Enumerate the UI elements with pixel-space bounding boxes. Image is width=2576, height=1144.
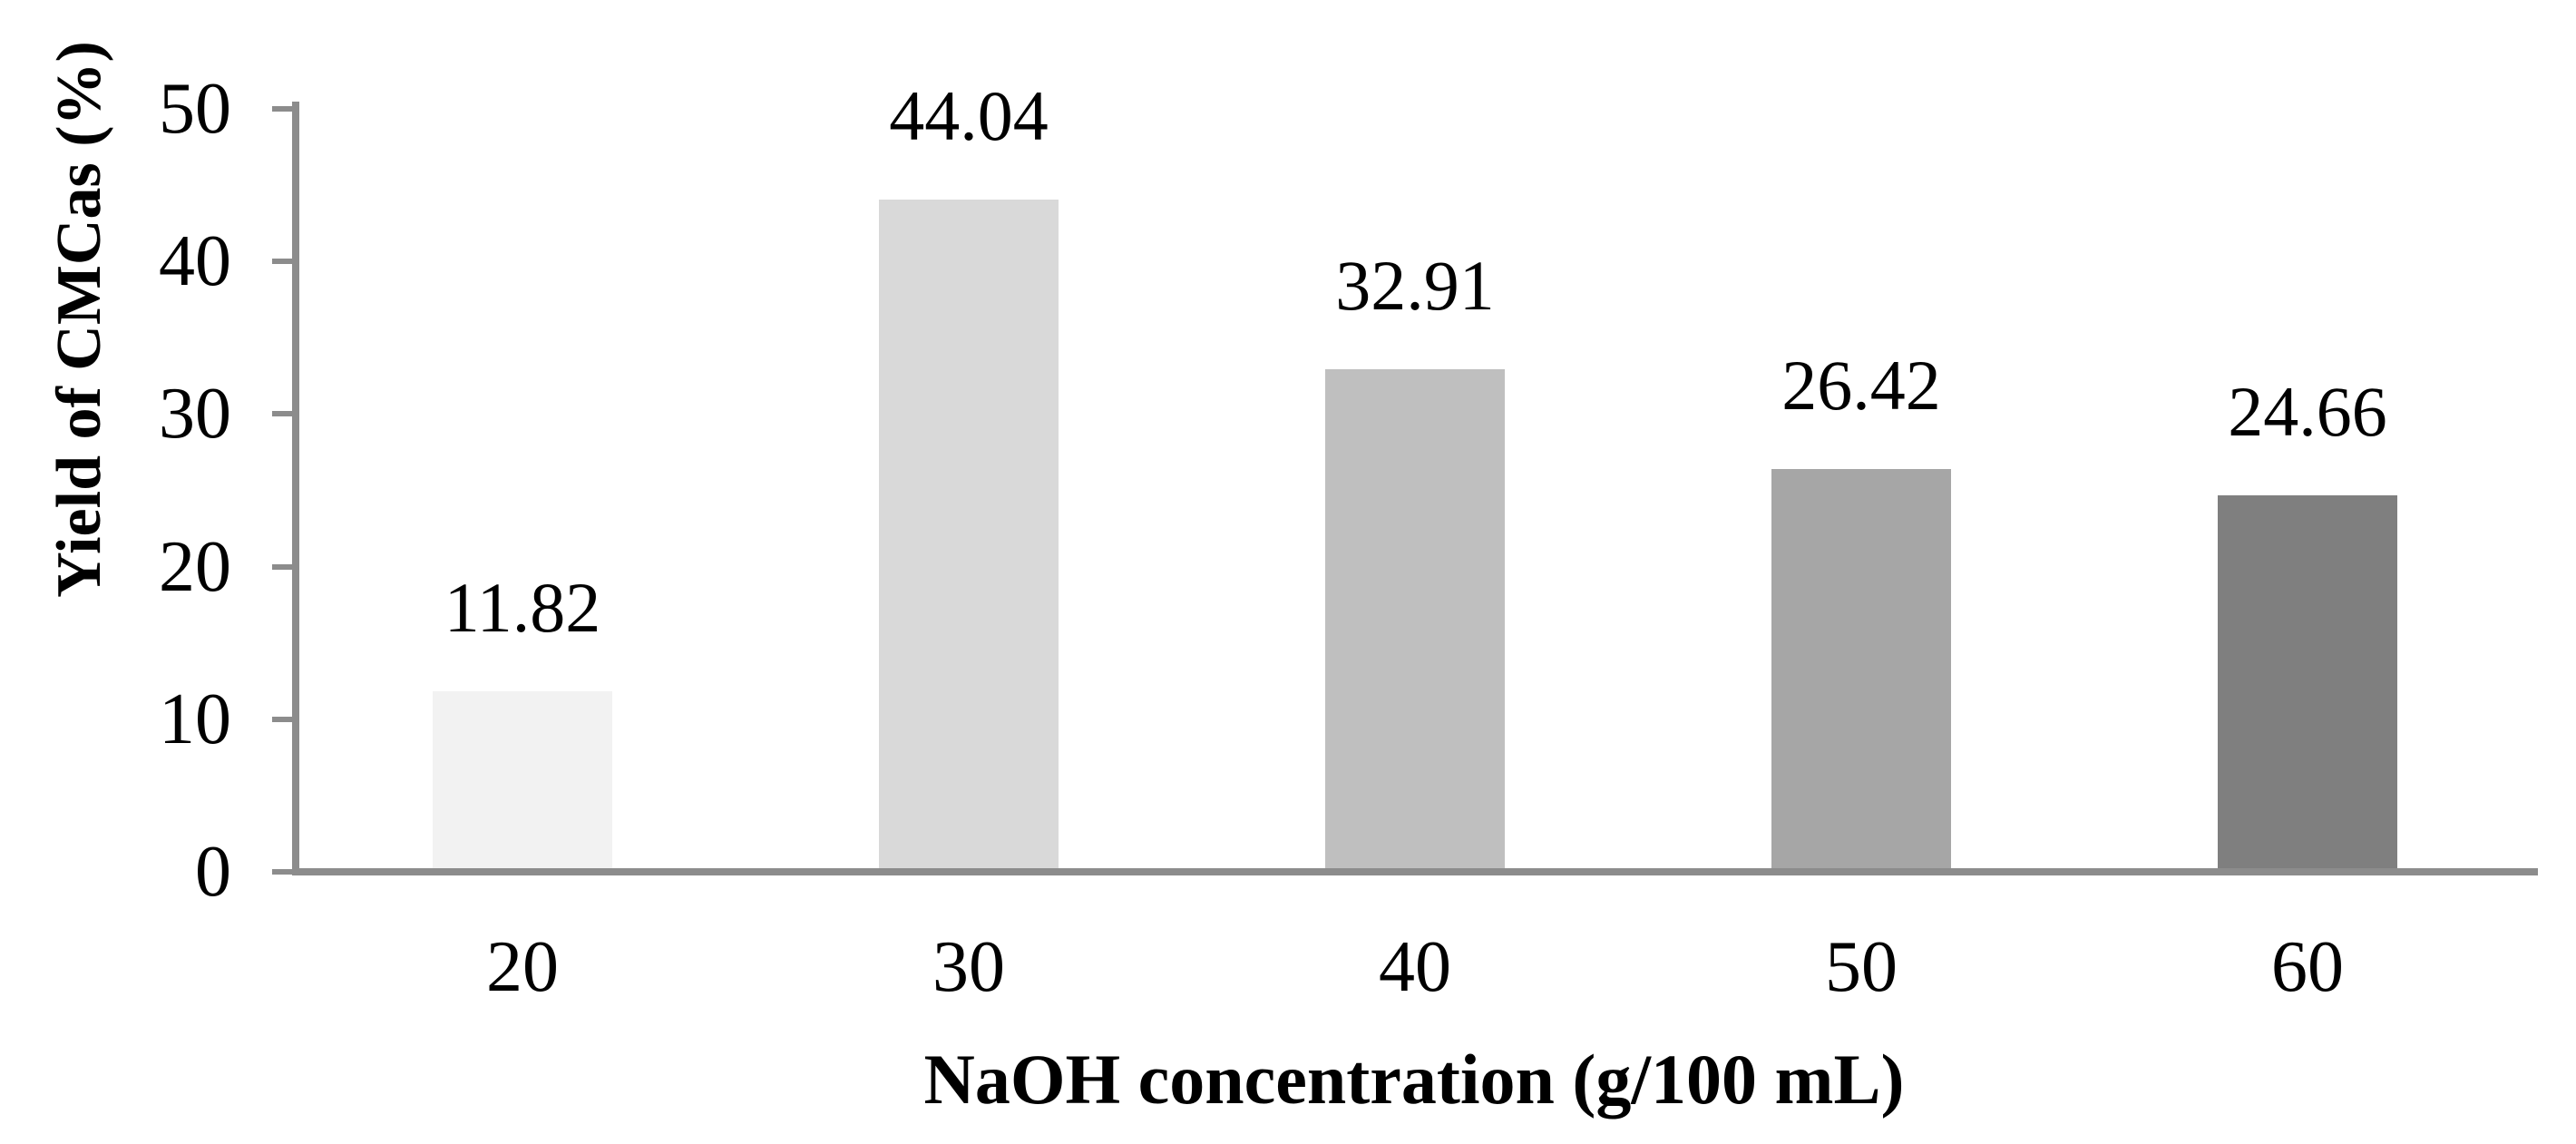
bar-20: [433, 691, 612, 872]
x-axis-title: NaOH concentration (g/100 mL): [923, 1040, 1905, 1119]
y-tick-mark-30: [272, 411, 298, 417]
bar-value-label-50: 26.42: [1781, 345, 1941, 425]
y-tick-label-10: 10: [159, 679, 231, 759]
x-tick-label-40: 40: [1379, 927, 1451, 1007]
y-tick-mark-10: [272, 716, 298, 722]
y-tick-mark-0: [272, 869, 298, 875]
y-axis-line: [292, 102, 299, 875]
bar-value-label-30: 44.04: [889, 76, 1049, 156]
y-tick-mark-40: [272, 259, 298, 265]
x-tick-label-30: 30: [932, 927, 1005, 1007]
y-tick-label-50: 50: [159, 69, 231, 149]
bar-value-label-20: 11.82: [444, 568, 601, 648]
y-tick-label-30: 30: [159, 374, 231, 455]
bar-50: [1771, 468, 1951, 872]
bar-value-label-60: 24.66: [2228, 372, 2387, 452]
y-tick-mark-20: [272, 563, 298, 570]
y-tick-label-40: 40: [159, 221, 231, 302]
bar-value-label-40: 32.91: [1335, 246, 1495, 326]
y-tick-label-0: 0: [195, 832, 231, 912]
y-tick-label-20: 20: [159, 526, 231, 607]
y-tick-mark-50: [272, 106, 298, 112]
x-axis-line: [292, 868, 2538, 875]
x-tick-label-60: 60: [2271, 927, 2344, 1007]
x-tick-label-20: 20: [486, 927, 559, 1007]
bar-60: [2218, 495, 2397, 872]
bar-30: [879, 200, 1059, 872]
x-tick-label-50: 50: [1825, 927, 1898, 1007]
bar-40: [1325, 369, 1505, 872]
